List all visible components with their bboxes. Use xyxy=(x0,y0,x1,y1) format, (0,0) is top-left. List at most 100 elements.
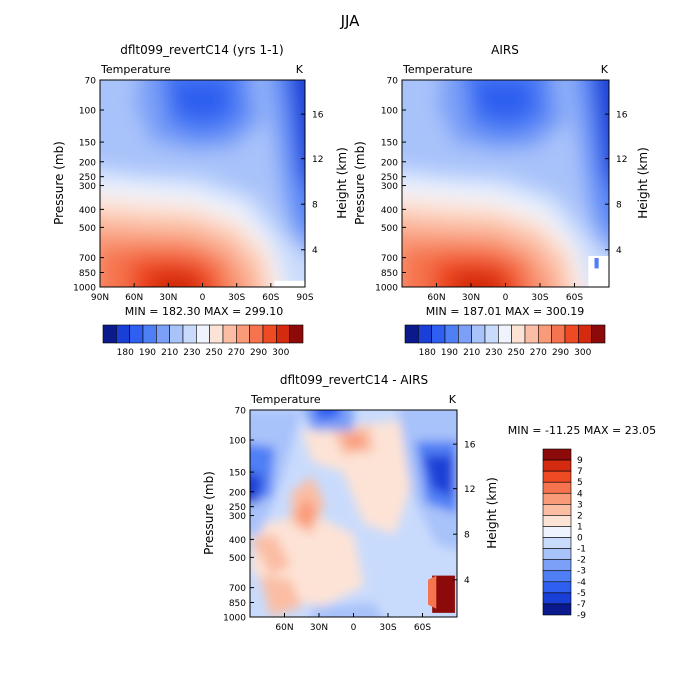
panel-diff-ytick-label: 850 xyxy=(229,599,246,609)
panel-diff-hot-anomaly-edge xyxy=(428,575,437,609)
panel-diff-colorbar-swatch xyxy=(542,481,572,494)
panel-model-ytick-label: 500 xyxy=(79,224,96,234)
panel-model-colorbar-swatch xyxy=(182,324,197,344)
panel-diff-colorbar-label: 3 xyxy=(577,500,583,510)
panel-diff-ytick-label: 250 xyxy=(229,503,246,513)
panel-obs-temp-region xyxy=(594,258,599,269)
panel-diff-y2tick-label: 12 xyxy=(464,485,475,495)
panel-model-ylabel: Pressure (mb) xyxy=(52,141,66,225)
panel-diff-anomaly-region xyxy=(312,602,383,617)
panel-obs-field-label: Temperature xyxy=(402,63,473,76)
panel-obs-missing-data xyxy=(588,255,609,287)
panel-diff-xtick-label: 60S xyxy=(414,623,431,633)
panel-obs-colorbar-swatch xyxy=(511,324,526,344)
panel-obs-temp-region xyxy=(594,80,609,179)
panel-diff-anomaly-region xyxy=(250,534,292,576)
panel-obs-colorbar-label: 270 xyxy=(530,348,547,358)
panel-obs-ytick-label: 1000 xyxy=(375,284,398,294)
panel-model-xtick-label: 0 xyxy=(200,293,206,303)
panel-model-stats: MIN = 182.30 MAX = 299.10 xyxy=(125,305,283,318)
panel-model-unit-label: K xyxy=(296,63,304,76)
panel-obs-colorbar-swatch xyxy=(458,324,472,344)
panel-diff-xtick-label: 0 xyxy=(351,623,357,633)
panel-diff-colorbar-label: -1 xyxy=(577,545,586,555)
panel-obs-stats: MIN = 187.01 MAX = 300.19 xyxy=(426,305,584,318)
panel-model-contours xyxy=(100,80,305,287)
panel-obs-colorbar-label: 230 xyxy=(485,348,502,358)
panel-diff-colorbar-swatch xyxy=(542,581,572,594)
panel-obs-y2label: Height (km) xyxy=(636,147,650,218)
panel-diff-ytick-label: 500 xyxy=(229,554,246,564)
panel-diff-field xyxy=(250,410,457,617)
panel-model-y2tick-label: 4 xyxy=(312,246,318,256)
panel-diff-colorbar-label: 2 xyxy=(577,511,583,521)
panel-model-colorbar-label: 290 xyxy=(250,348,267,358)
panel-diff-colorbar-swatch xyxy=(542,515,572,527)
panel-diff-colorbar-label: 1 xyxy=(577,522,583,532)
panel-obs-xtick-label: 30N xyxy=(462,293,480,303)
panel-obs-temp-region xyxy=(472,80,535,122)
panel-obs-xtick-label: 60S xyxy=(566,293,583,303)
panel-obs-ytick-label: 700 xyxy=(381,254,398,264)
panel-diff-colorbar-label: 9 xyxy=(577,456,583,466)
panel-diff-colorbar-label: -3 xyxy=(577,567,586,577)
panel-diff-anomaly-region xyxy=(295,496,317,531)
panel-model-ytick-label: 300 xyxy=(79,182,96,192)
panel-model-colorbar-swatch xyxy=(209,324,224,344)
panel-diff-colorbar-label: -2 xyxy=(577,556,586,566)
panel-diff-colorbar-swatch xyxy=(542,448,572,461)
panel-model-y2label: Height (km) xyxy=(335,147,349,218)
panel-diff-colorbar-label: 4 xyxy=(577,489,583,499)
panel-diff-ytick-label: 700 xyxy=(229,584,246,594)
panel-diff: dflt099_revertC14 - AIRS Temperature K 7… xyxy=(202,373,656,633)
panel-obs-y2tick-label: 8 xyxy=(616,201,622,211)
panel-model-colorbar-swatch xyxy=(156,324,170,344)
panel-diff-colorbar-label: -7 xyxy=(577,600,586,610)
panel-obs-ytick-label: 250 xyxy=(381,173,398,183)
panel-diff-anomaly-region xyxy=(250,410,302,535)
panel-diff-colorbar-label: -5 xyxy=(577,589,586,599)
panel-obs-colorbar-swatch xyxy=(498,324,512,344)
panel-diff-ytick-label: 300 xyxy=(229,512,246,522)
panel-diff-xtick-label: 30S xyxy=(379,623,396,633)
panel-diff-y2label: Height (km) xyxy=(485,477,499,548)
panel-diff-ytick-label: 150 xyxy=(229,469,246,479)
panel-diff-colorbar-swatch xyxy=(542,548,572,560)
panel-obs-colorbar-swatch xyxy=(564,324,579,344)
panel-model-field xyxy=(100,80,305,287)
panel-obs: AIRS Temperature K 701001502002503004005… xyxy=(353,43,650,358)
panel-obs-ylabel: Pressure (mb) xyxy=(353,141,367,225)
panel-diff-colorbar-swatch xyxy=(542,537,572,549)
panel-obs-colorbar-swatch xyxy=(404,324,419,344)
panel-model-ytick-label: 150 xyxy=(79,139,96,149)
panel-diff-colorbar-label: -4 xyxy=(577,578,586,588)
panel-diff-unit-label: K xyxy=(449,393,457,406)
panel-diff-colorbar-swatch xyxy=(542,504,572,516)
panel-diff-colorbar-swatch xyxy=(542,570,572,583)
panel-model-y2tick-label: 12 xyxy=(312,155,323,165)
panel-model-ytick-label: 850 xyxy=(79,269,96,279)
panel-diff-colorbar-swatch xyxy=(542,526,572,538)
panel-obs-colorbar-label: 300 xyxy=(574,348,591,358)
panel-diff-colorbar-label: 0 xyxy=(577,534,583,544)
panel-diff-x-ticks: 60N 30N 0 30S 60S xyxy=(275,613,431,633)
panel-model-x-ticks: 90N 60N 30N 0 30S 60S 90S xyxy=(91,283,314,303)
panel-model-xtick-label: 60N xyxy=(125,293,143,303)
panel-model-field-label: Temperature xyxy=(100,63,171,76)
panel-obs-ytick-label: 150 xyxy=(381,139,398,149)
panel-model-colorbar-swatch xyxy=(129,324,144,344)
panel-obs-colorbar-swatch xyxy=(591,324,606,344)
panel-obs-ytick-label: 200 xyxy=(381,158,398,168)
figure-title: JJA xyxy=(340,12,361,30)
panel-obs-colorbar-swatch xyxy=(484,324,499,344)
panel-obs-title: AIRS xyxy=(491,43,519,57)
panel-diff-ylabel: Pressure (mb) xyxy=(202,471,216,555)
panel-obs-colorbar-label: 210 xyxy=(463,348,480,358)
panel-diff-colorbar-swatch xyxy=(542,592,572,605)
panel-model-y2-ticks: 4 8 12 16 xyxy=(301,111,324,256)
panel-diff-colorbar-swatch xyxy=(542,492,572,505)
panel-model-ytick-label: 700 xyxy=(79,254,96,264)
